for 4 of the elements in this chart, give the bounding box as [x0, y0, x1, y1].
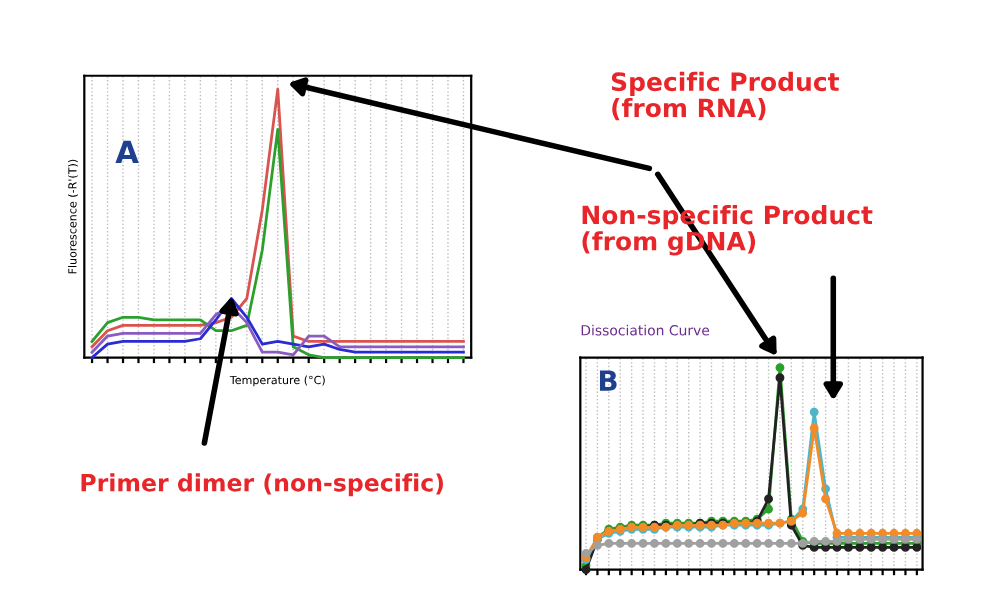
- annotation: A: [115, 140, 139, 164]
- text: Primer dimer (non-specific): [81, 473, 443, 497]
- annotation: B: [599, 370, 617, 391]
- text: Specific Product (from RNA): [611, 71, 840, 121]
